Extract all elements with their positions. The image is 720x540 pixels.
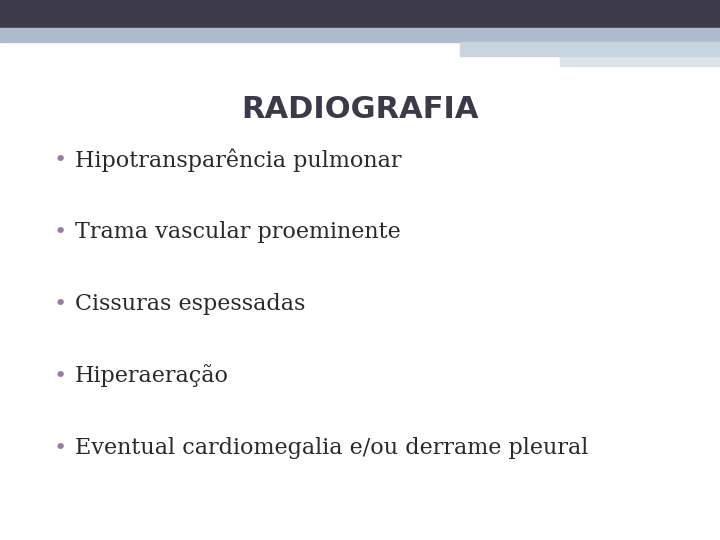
Text: •: •	[53, 150, 67, 170]
Text: •: •	[53, 366, 67, 386]
Text: Eventual cardiomegalia e/ou derrame pleural: Eventual cardiomegalia e/ou derrame pleu…	[75, 437, 588, 459]
Text: Hipotransparência pulmonar: Hipotransparência pulmonar	[75, 148, 402, 172]
Text: •: •	[53, 222, 67, 242]
Text: Hiperaeração: Hiperaeração	[75, 364, 229, 388]
Text: RADIOGRAFIA: RADIOGRAFIA	[241, 95, 479, 124]
Bar	[560, 56, 720, 66]
Text: •: •	[53, 294, 67, 314]
Text: •: •	[53, 438, 67, 458]
Bar	[0, 0, 720, 28]
Bar	[460, 42, 720, 56]
Text: Trama vascular proeminente: Trama vascular proeminente	[75, 221, 401, 243]
Text: Cissuras espessadas: Cissuras espessadas	[75, 293, 305, 315]
Bar	[0, 28, 720, 42]
